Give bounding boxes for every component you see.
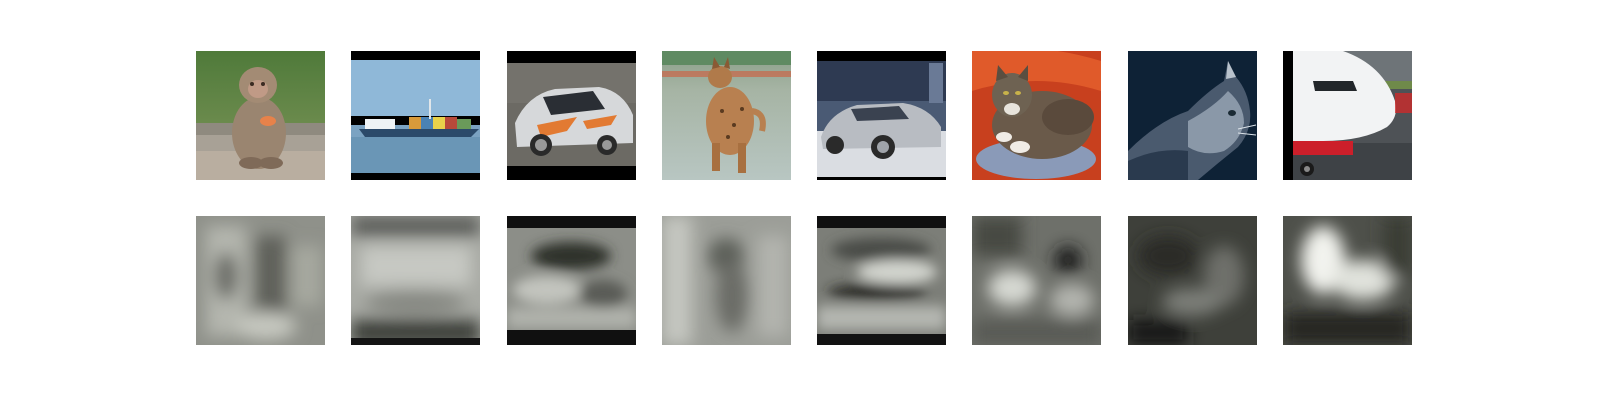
reconstruction-map-6 (972, 216, 1101, 345)
reconstruction-map-2 (351, 216, 480, 345)
reconstruction-map-5 (817, 216, 946, 345)
image-ship (351, 51, 480, 180)
image-cat-profile (1128, 51, 1257, 180)
reconstruction-map-8 (1283, 216, 1412, 345)
reconstruction-map-3 (507, 216, 636, 345)
image-car-silver (507, 51, 636, 180)
reconstruction-map-7 (1128, 216, 1257, 345)
image-airplane (1283, 51, 1412, 180)
image-cat-cushion (972, 51, 1101, 180)
reconstruction-map-1 (196, 216, 325, 345)
image-wild-cat (662, 51, 791, 180)
reconstruction-map-4 (662, 216, 791, 345)
image-car-concept (817, 51, 946, 180)
image-monkey (196, 51, 325, 180)
